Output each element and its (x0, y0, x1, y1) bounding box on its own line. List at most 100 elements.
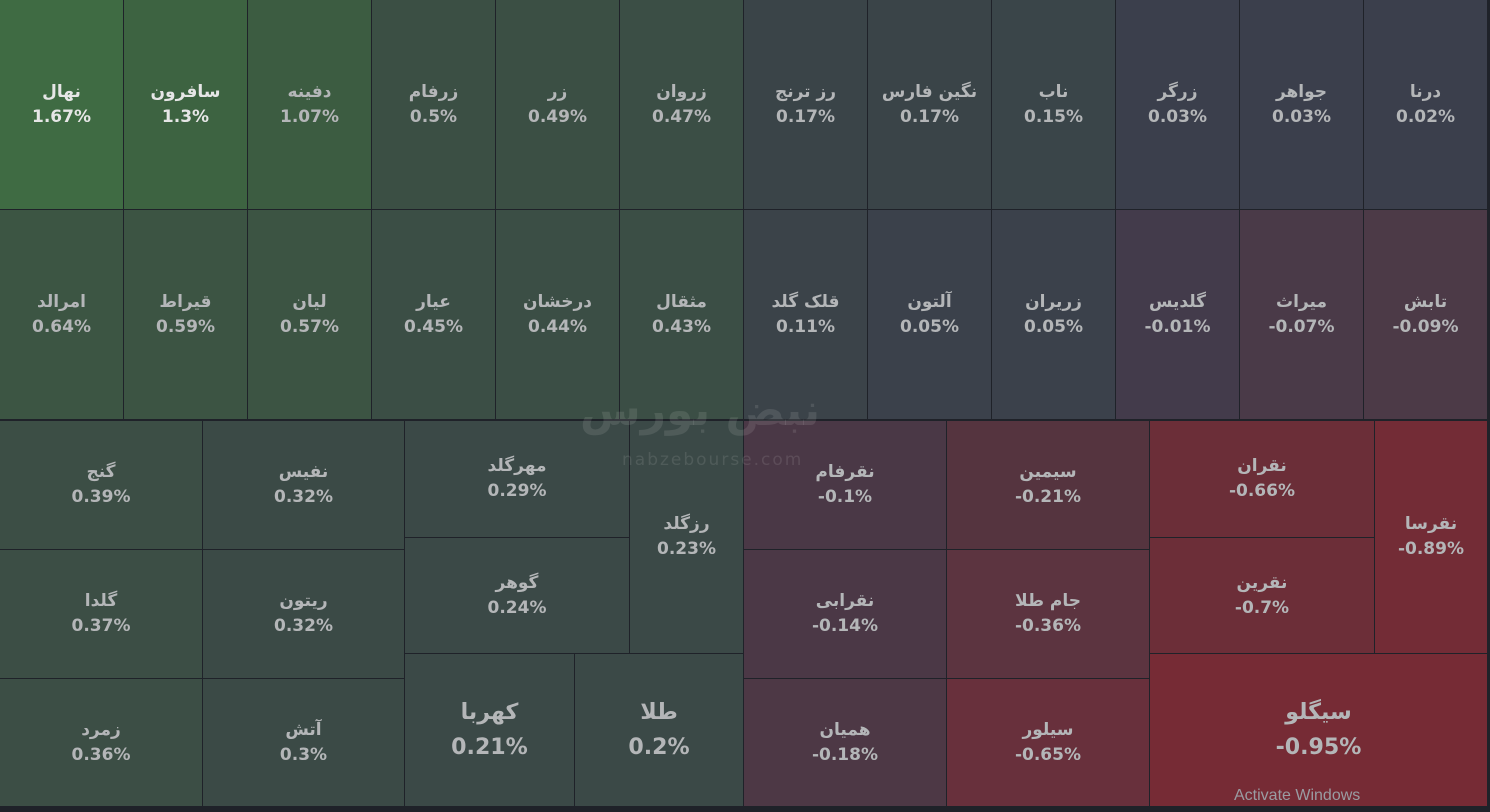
tile-name: نفیس (278, 462, 329, 482)
tile-name: دفینه (287, 81, 332, 102)
tile[interactable]: ناب 0.15% (992, 0, 1115, 209)
os-notice: Activate Windows (1234, 787, 1361, 804)
tile[interactable]: میراث -0.07% (1240, 210, 1363, 419)
tile[interactable]: تابش -0.09% (1364, 210, 1487, 419)
tile-change: 1.3% (161, 106, 210, 127)
tile-change: 0.17% (900, 106, 959, 127)
tile-change: 0.37% (71, 616, 131, 636)
tile-name: امرالد (37, 291, 86, 312)
tile-change: -0.36% (1014, 616, 1082, 636)
tile-name: تابش (1403, 291, 1448, 312)
tile-name: نگین فارس (881, 81, 978, 102)
tile[interactable]: مهرگلد 0.29% (405, 421, 629, 537)
tile-change: 0.59% (156, 316, 215, 337)
tile[interactable]: امرالد 0.64% (0, 210, 123, 419)
tile-name: گلدیس (1148, 291, 1207, 312)
tile[interactable]: نقرسا -0.89% (1375, 421, 1487, 653)
tile[interactable]: جواهر 0.03% (1240, 0, 1363, 209)
tile-change: 0.44% (528, 316, 587, 337)
tile-change: 0.49% (528, 106, 587, 127)
tile-change: 0.36% (71, 744, 131, 765)
tile-change: 0.15% (1024, 106, 1083, 127)
tile[interactable]: کهربا 0.21% (405, 654, 574, 806)
tile-name: میراث (1276, 291, 1327, 312)
tile-change: 0.43% (652, 316, 711, 337)
tile-change: -0.21% (1014, 487, 1082, 507)
tile[interactable]: آتش 0.3% (203, 679, 404, 806)
tile-name: سیلور (1022, 719, 1074, 740)
tile[interactable]: زر 0.49% (496, 0, 619, 209)
tile[interactable]: طلا 0.2% (575, 654, 743, 806)
tile[interactable]: زرگر 0.03% (1116, 0, 1239, 209)
tile-name: جواهر (1275, 81, 1328, 102)
tile-change: 0.21% (451, 734, 528, 760)
tile[interactable]: گنج 0.39% (0, 421, 202, 549)
tile[interactable]: نگین فارس 0.17% (868, 0, 991, 209)
tile-change: -0.65% (1014, 744, 1082, 765)
tile[interactable]: سیگلو -0.95% (1150, 654, 1487, 806)
tile[interactable]: لیان 0.57% (248, 210, 371, 419)
tile[interactable]: زروان 0.47% (620, 0, 743, 209)
tile[interactable]: همیان -0.18% (744, 679, 946, 806)
tile-change: 1.67% (32, 106, 91, 127)
tile[interactable]: دفینه 1.07% (248, 0, 371, 209)
tile-name: ریتون (279, 591, 328, 611)
tile-change: -0.07% (1268, 316, 1335, 337)
tile[interactable]: گلدیس -0.01% (1116, 210, 1239, 419)
tile-name: نقرین (1236, 572, 1288, 593)
tile[interactable]: سافرون 1.3% (124, 0, 247, 209)
tile-change: 0.23% (657, 539, 716, 559)
tile-change: 0.47% (652, 106, 711, 127)
tile-name: زروان (656, 81, 707, 102)
tile[interactable]: سیمین -0.21% (947, 421, 1149, 549)
tile-change: 0.64% (32, 316, 91, 337)
tile-change: 0.05% (1024, 316, 1083, 337)
tile-name: سیگلو (1285, 699, 1352, 725)
tile[interactable]: قیراط 0.59% (124, 210, 247, 419)
tile-name: زمرد (81, 719, 121, 740)
tile[interactable]: گوهر 0.24% (405, 538, 629, 653)
tile-name: نقرفام (815, 462, 875, 482)
tile-name: قیراط (159, 291, 212, 312)
tile[interactable]: گلدا 0.37% (0, 550, 202, 678)
tile-name: درنا (1409, 81, 1442, 102)
tile-change: -0.01% (1144, 316, 1211, 337)
tile-change: 0.03% (1148, 106, 1207, 127)
tile-name: همیان (819, 719, 871, 740)
tile[interactable]: زمرد 0.36% (0, 679, 202, 806)
tile[interactable]: نقرفام -0.1% (744, 421, 946, 549)
tile[interactable]: نقرین -0.7% (1150, 538, 1374, 653)
tile[interactable]: رز ترنج 0.17% (744, 0, 867, 209)
tile-change: 0.17% (776, 106, 835, 127)
tile-name: عیار (416, 291, 451, 312)
tile-name: رزگلد (663, 514, 710, 534)
tile-name: رز ترنج (774, 81, 837, 102)
tile[interactable]: رزگلد 0.23% (630, 421, 743, 653)
tile[interactable]: زریران 0.05% (992, 210, 1115, 419)
tile[interactable]: نقران -0.66% (1150, 421, 1374, 537)
tile-change: 1.07% (280, 106, 339, 127)
tile-name: زرگر (1157, 81, 1198, 102)
tile[interactable]: سیلور -0.65% (947, 679, 1149, 806)
tile-change: 0.39% (71, 487, 131, 507)
tile-change: 0.02% (1396, 106, 1455, 127)
tile[interactable]: نهال 1.67% (0, 0, 123, 209)
tile-name: نهال (42, 81, 81, 102)
tile-name: طلا (640, 699, 678, 725)
tile[interactable]: قلک گلد 0.11% (744, 210, 867, 419)
tile[interactable]: جام طلا -0.36% (947, 550, 1149, 678)
tile[interactable]: درنا 0.02% (1364, 0, 1487, 209)
tile[interactable]: عیار 0.45% (372, 210, 495, 419)
tile[interactable]: مثقال 0.43% (620, 210, 743, 419)
tile[interactable]: ریتون 0.32% (203, 550, 404, 678)
tile-change: 0.2% (628, 734, 690, 760)
tile[interactable]: نفیس 0.32% (203, 421, 404, 549)
tile-change: 0.5% (409, 106, 458, 127)
tile-change: -0.7% (1234, 597, 1290, 618)
tile[interactable]: درخشان 0.44% (496, 210, 619, 419)
tile-name: جام طلا (1015, 591, 1081, 611)
tile[interactable]: زرفام 0.5% (372, 0, 495, 209)
tile[interactable]: نقرابی -0.14% (744, 550, 946, 678)
tile-change: 0.29% (487, 481, 547, 501)
tile[interactable]: آلتون 0.05% (868, 210, 991, 419)
